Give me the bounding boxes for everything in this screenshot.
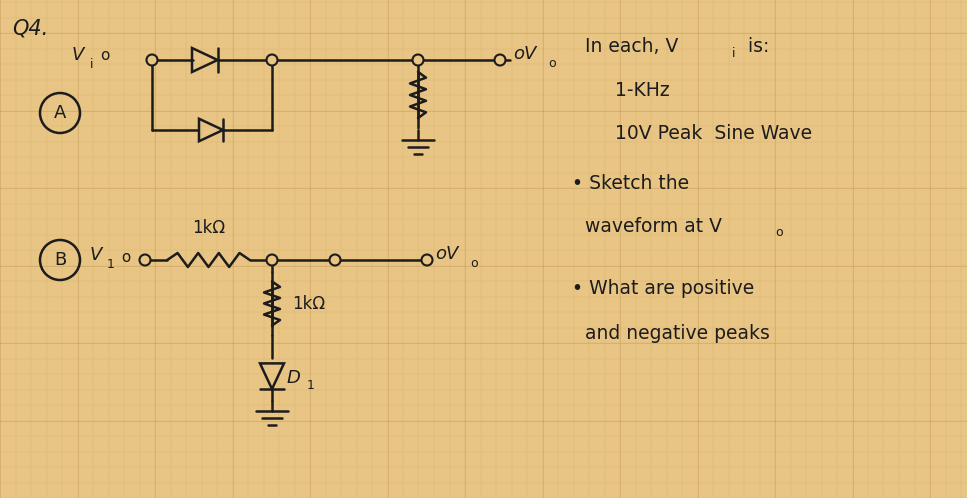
- Circle shape: [139, 254, 151, 265]
- Text: D: D: [287, 369, 301, 387]
- Text: and negative peaks: and negative peaks: [585, 324, 770, 343]
- Circle shape: [413, 54, 424, 66]
- Text: 1: 1: [307, 378, 315, 391]
- Text: 1kΩ: 1kΩ: [292, 294, 325, 313]
- Text: o: o: [100, 47, 109, 63]
- Circle shape: [267, 254, 278, 265]
- Text: o: o: [775, 226, 782, 239]
- Text: 10V Peak  Sine Wave: 10V Peak Sine Wave: [615, 124, 812, 142]
- Text: • Sketch the: • Sketch the: [572, 173, 689, 193]
- Text: o: o: [117, 249, 132, 264]
- Text: i: i: [732, 46, 736, 59]
- Circle shape: [146, 54, 158, 66]
- Circle shape: [494, 54, 506, 66]
- Text: 1kΩ: 1kΩ: [191, 219, 225, 237]
- Circle shape: [267, 54, 278, 66]
- Text: waveform at V: waveform at V: [585, 217, 722, 236]
- Circle shape: [330, 254, 340, 265]
- Text: i: i: [90, 57, 94, 71]
- Text: B: B: [54, 251, 66, 269]
- Text: A: A: [54, 104, 66, 122]
- Text: 1: 1: [107, 257, 115, 270]
- Text: 1-KHz: 1-KHz: [615, 81, 669, 100]
- Text: • What are positive: • What are positive: [572, 278, 754, 297]
- Text: o: o: [548, 56, 556, 70]
- Text: oV: oV: [513, 45, 537, 63]
- Text: is:: is:: [742, 36, 770, 55]
- Text: V: V: [90, 246, 103, 264]
- Text: V: V: [72, 46, 84, 64]
- Text: In each, V: In each, V: [585, 36, 679, 55]
- Text: Q4.: Q4.: [12, 18, 48, 38]
- Text: oV: oV: [435, 245, 458, 263]
- Text: o: o: [470, 256, 478, 269]
- Circle shape: [422, 254, 432, 265]
